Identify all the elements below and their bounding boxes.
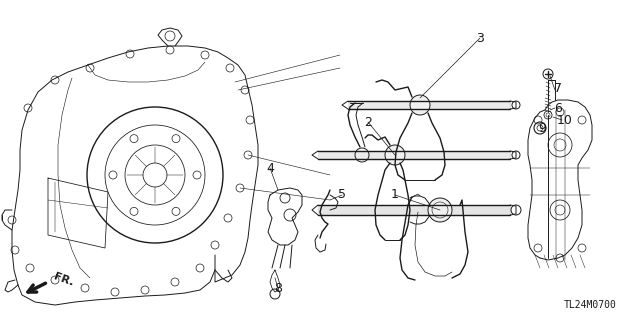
- Text: 5: 5: [338, 189, 346, 202]
- Text: 9: 9: [538, 122, 546, 135]
- Text: 8: 8: [274, 281, 282, 294]
- Text: FR.: FR.: [52, 272, 75, 288]
- Text: 2: 2: [364, 115, 372, 129]
- Text: 3: 3: [476, 32, 484, 44]
- Text: 10: 10: [557, 114, 573, 127]
- Circle shape: [410, 95, 430, 115]
- Circle shape: [428, 198, 452, 222]
- Text: 1: 1: [391, 189, 399, 202]
- Text: 6: 6: [554, 101, 562, 115]
- Text: 4: 4: [266, 161, 274, 174]
- Text: 7: 7: [554, 81, 562, 94]
- Text: TL24M0700: TL24M0700: [564, 300, 616, 310]
- Circle shape: [385, 145, 405, 165]
